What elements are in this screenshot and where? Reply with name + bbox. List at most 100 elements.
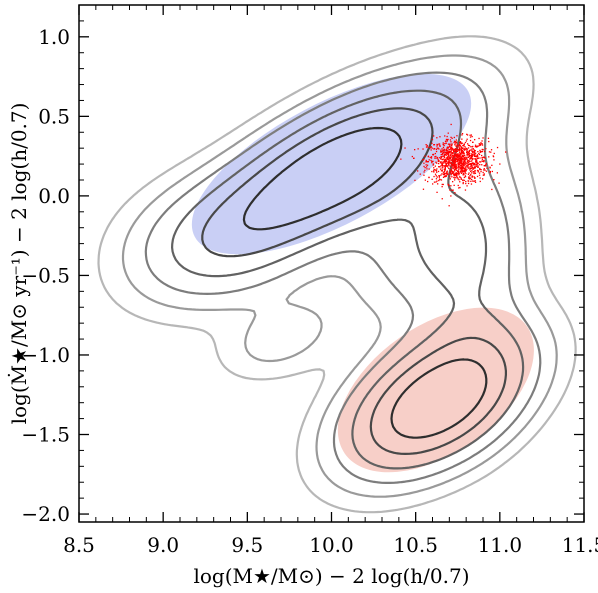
scatter-point: [483, 173, 485, 175]
scatter-point: [455, 168, 457, 171]
scatter-point: [449, 160, 451, 162]
scatter-point: [438, 162, 440, 165]
scatter-point: [442, 166, 444, 168]
scatter-point: [429, 147, 432, 149]
scatter-point: [451, 144, 453, 146]
scatter-point: [435, 150, 438, 153]
x-tick-label: 9.0: [147, 533, 179, 557]
scatter-point: [431, 162, 433, 164]
scatter-point: [464, 168, 466, 170]
scatter-point: [462, 170, 464, 172]
y-tick-label: −0.5: [21, 263, 70, 287]
scatter-point: [433, 144, 436, 146]
scatter-point: [484, 169, 486, 171]
scatter-point: [454, 173, 457, 175]
scatter-point: [438, 175, 440, 177]
scatter-point: [480, 143, 482, 146]
scatter-point: [456, 154, 458, 156]
scatter-point: [451, 156, 453, 158]
scatter-point: [446, 170, 448, 172]
scatter-point: [490, 149, 493, 151]
scatter-point: [468, 152, 470, 154]
scatter-point: [435, 175, 437, 177]
scatter-point: [436, 171, 438, 173]
scatter-point: [451, 157, 454, 160]
scatter-point: [471, 167, 473, 169]
y-tick-label: 0.5: [38, 104, 70, 128]
scatter-point: [444, 156, 446, 159]
scatter-point: [457, 154, 459, 156]
scatter-point: [462, 174, 464, 176]
scatter-point: [476, 169, 479, 172]
scatter-point: [457, 155, 459, 157]
scatter-point: [453, 150, 455, 152]
scatter-point: [481, 148, 483, 151]
scatter-point: [476, 155, 478, 157]
scatter-point: [451, 143, 453, 145]
y-tick-label: 0.0: [38, 184, 70, 208]
scatter-point: [487, 137, 490, 139]
scatter-point: [455, 174, 457, 176]
scatter-point: [463, 154, 466, 156]
scatter-point: [460, 171, 462, 173]
scatter-point: [464, 176, 467, 178]
scatter-point: [461, 157, 463, 159]
scatter-point: [436, 156, 439, 159]
scatter-point: [447, 148, 449, 150]
scatter-point: [426, 161, 428, 163]
scatter-point: [456, 154, 458, 156]
scatter-point: [473, 162, 475, 164]
scatter-point: [457, 162, 459, 164]
y-tick-label: −2.0: [21, 502, 70, 526]
scatter-point: [455, 166, 457, 168]
scatter-point: [479, 177, 481, 179]
scatter-point: [411, 155, 413, 158]
scatter-point: [455, 172, 457, 174]
scatter-point: [455, 148, 457, 150]
scatter-point: [446, 173, 449, 175]
scatter-point: [472, 158, 474, 160]
scatter-point: [476, 158, 478, 160]
scatter-point: [476, 163, 478, 165]
scatter-point: [476, 145, 478, 147]
scatter-point: [451, 153, 453, 155]
scatter-point: [450, 151, 452, 153]
scatter-point: [461, 134, 463, 136]
contour-level-2: [121, 54, 558, 498]
star-forming-region: [191, 73, 472, 255]
scatter-point: [441, 173, 443, 175]
scatter-point: [465, 168, 467, 170]
scatter-point: [488, 140, 490, 143]
contour-level-5: [201, 107, 507, 455]
scatter-point: [462, 162, 464, 164]
scatter-point: [478, 152, 480, 155]
scatter-point: [449, 139, 452, 141]
scatter-point: [445, 172, 447, 175]
scatter-point: [468, 176, 470, 178]
scatter-point: [439, 136, 441, 138]
scatter-point: [464, 160, 466, 163]
scatter-point: [456, 159, 458, 161]
scatter-point: [462, 166, 464, 168]
scatter-point: [451, 164, 453, 166]
scatter-point: [451, 158, 453, 161]
scatter-point: [460, 151, 462, 154]
scatter-point: [467, 163, 470, 166]
scatter-point: [433, 135, 435, 137]
scatter-point: [457, 165, 460, 167]
scatter-point: [439, 144, 441, 147]
scatter-point: [453, 154, 455, 156]
scatter-point: [427, 155, 430, 157]
scatter-point: [453, 165, 455, 167]
scatter-point: [428, 146, 430, 149]
scatter-point: [448, 157, 450, 159]
scatter-point: [446, 159, 448, 161]
scatter-point: [464, 166, 466, 168]
scatter-point: [456, 170, 459, 173]
scatter-point: [458, 159, 460, 161]
scatter-point: [482, 137, 484, 139]
scatter-point: [467, 173, 470, 175]
scatter-point: [465, 173, 467, 175]
contour-level-1: [97, 35, 577, 514]
scatter-point: [437, 160, 440, 162]
